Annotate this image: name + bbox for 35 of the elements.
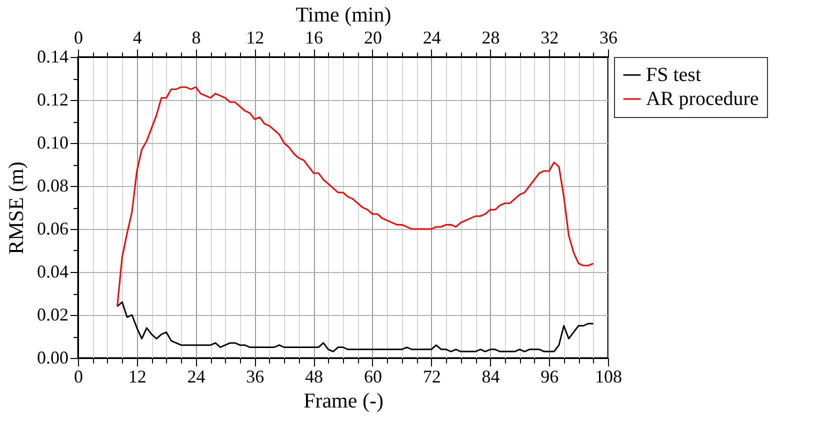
x-tick-label: 72 xyxy=(422,366,441,386)
line-series xyxy=(116,86,594,308)
line-series xyxy=(116,301,594,352)
y-tick-label: 0.04 xyxy=(37,262,68,282)
x-tick-label: 48 xyxy=(305,366,324,386)
x-tick-label: 0 xyxy=(74,366,83,386)
x-axis-title: Frame (-) xyxy=(304,388,384,412)
y-tick-label: 0.02 xyxy=(37,304,68,324)
x2-tick-label: 12 xyxy=(246,28,264,48)
x2-tick-label: 32 xyxy=(540,28,559,48)
y-tick-label: 0.14 xyxy=(37,46,68,66)
y-tick-label: 0.06 xyxy=(37,218,68,238)
x-tick-label: 24 xyxy=(187,366,206,386)
x-tick-label: 36 xyxy=(246,366,264,386)
y-axis-title: RMSE (m) xyxy=(4,162,28,254)
x2-tick-label: 36 xyxy=(600,28,618,48)
x-tick-label: 84 xyxy=(482,366,500,386)
y-tick-label: 0.10 xyxy=(37,132,68,152)
x2-tick-label: 16 xyxy=(305,28,324,48)
x-tick-label: 108 xyxy=(595,366,622,386)
x2-tick-label: 0 xyxy=(74,28,83,48)
y-tick-label: 0.08 xyxy=(37,176,68,196)
y-tick-label: 0.00 xyxy=(37,348,68,368)
x2-tick-label: 4 xyxy=(132,28,142,48)
x-tick-label: 96 xyxy=(540,366,559,386)
legend-label: AR procedure xyxy=(646,88,759,110)
x-tick-label: 12 xyxy=(128,366,146,386)
legend-label: FS test xyxy=(646,64,702,86)
x2-tick-label: 20 xyxy=(364,28,382,48)
x2-tick-label: 8 xyxy=(192,28,201,48)
x2-tick-label: 24 xyxy=(422,28,441,48)
x-tick-label: 60 xyxy=(364,366,382,386)
x2-tick-label: 28 xyxy=(482,28,500,48)
y-tick-label: 0.12 xyxy=(37,90,68,110)
x2-axis-title: Time (min) xyxy=(296,2,392,26)
